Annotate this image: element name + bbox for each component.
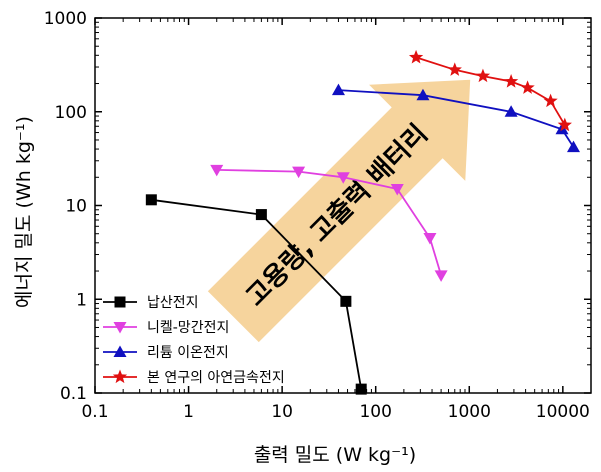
series-line [151, 198, 363, 390]
data-point [423, 233, 437, 245]
legend-marker [112, 369, 128, 384]
data-point [520, 80, 535, 94]
series-layer [145, 49, 580, 395]
legend-marker [114, 296, 126, 308]
y-tick-label: 10 [65, 197, 87, 217]
series-1 [145, 194, 367, 395]
x-tick-label: 1000 [448, 402, 491, 422]
axes-layer: 0.1 1 10 100 1000 10000 0.1 1 10 100 1000 [44, 9, 592, 422]
data-point [447, 62, 462, 76]
x-tick-label: 0.1 [81, 402, 108, 422]
arrow-annotation-layer: 고용량, 고출력 배터리 [207, 79, 471, 343]
legend-label: 니켈-망간전지 [147, 320, 229, 336]
data-point [475, 68, 491, 83]
annotation-arrow [207, 79, 471, 343]
legend-label: 납산전지 [147, 295, 199, 311]
data-point [503, 74, 519, 88]
y-tick-label: 1 [76, 290, 87, 310]
data-point [336, 172, 350, 184]
data-point [355, 383, 367, 395]
y-tick-label: 1000 [44, 9, 87, 29]
y-tick-label: 0.1 [60, 384, 87, 404]
data-point [504, 105, 518, 117]
data-point [255, 209, 267, 221]
data-point [416, 88, 430, 101]
x-tick-label: 100 [359, 402, 391, 422]
annotation-text: 고용량, 고출력 배터리 [241, 119, 434, 312]
legend-marker [113, 345, 127, 357]
data-point [557, 117, 572, 132]
data-point [434, 270, 448, 282]
x-tick-label: 1 [183, 402, 194, 422]
data-point [390, 183, 404, 196]
data-point [408, 49, 424, 64]
data-point [331, 83, 345, 96]
legend-marker [113, 322, 127, 334]
data-point [145, 194, 157, 206]
data-point [210, 164, 224, 177]
series-line [216, 169, 442, 276]
series-4 [408, 49, 572, 132]
legend-label: 본 연구의 아연금속전지 [147, 370, 285, 386]
x-tick-label: 10 [271, 402, 293, 422]
y-axis-label: 에너지 밀도 (Wh kg⁻¹) [13, 116, 35, 308]
data-point [340, 295, 352, 307]
y-tick-label: 100 [55, 103, 87, 123]
x-tick-label: 10000 [536, 402, 590, 422]
data-point [543, 93, 558, 108]
data-point [292, 166, 306, 179]
series-2 [210, 164, 448, 282]
legend-label: 리튬 이온전지 [147, 345, 229, 361]
x-axis-label: 출력 밀도 (W kg⁻¹) [254, 444, 416, 466]
data-point [566, 140, 580, 153]
